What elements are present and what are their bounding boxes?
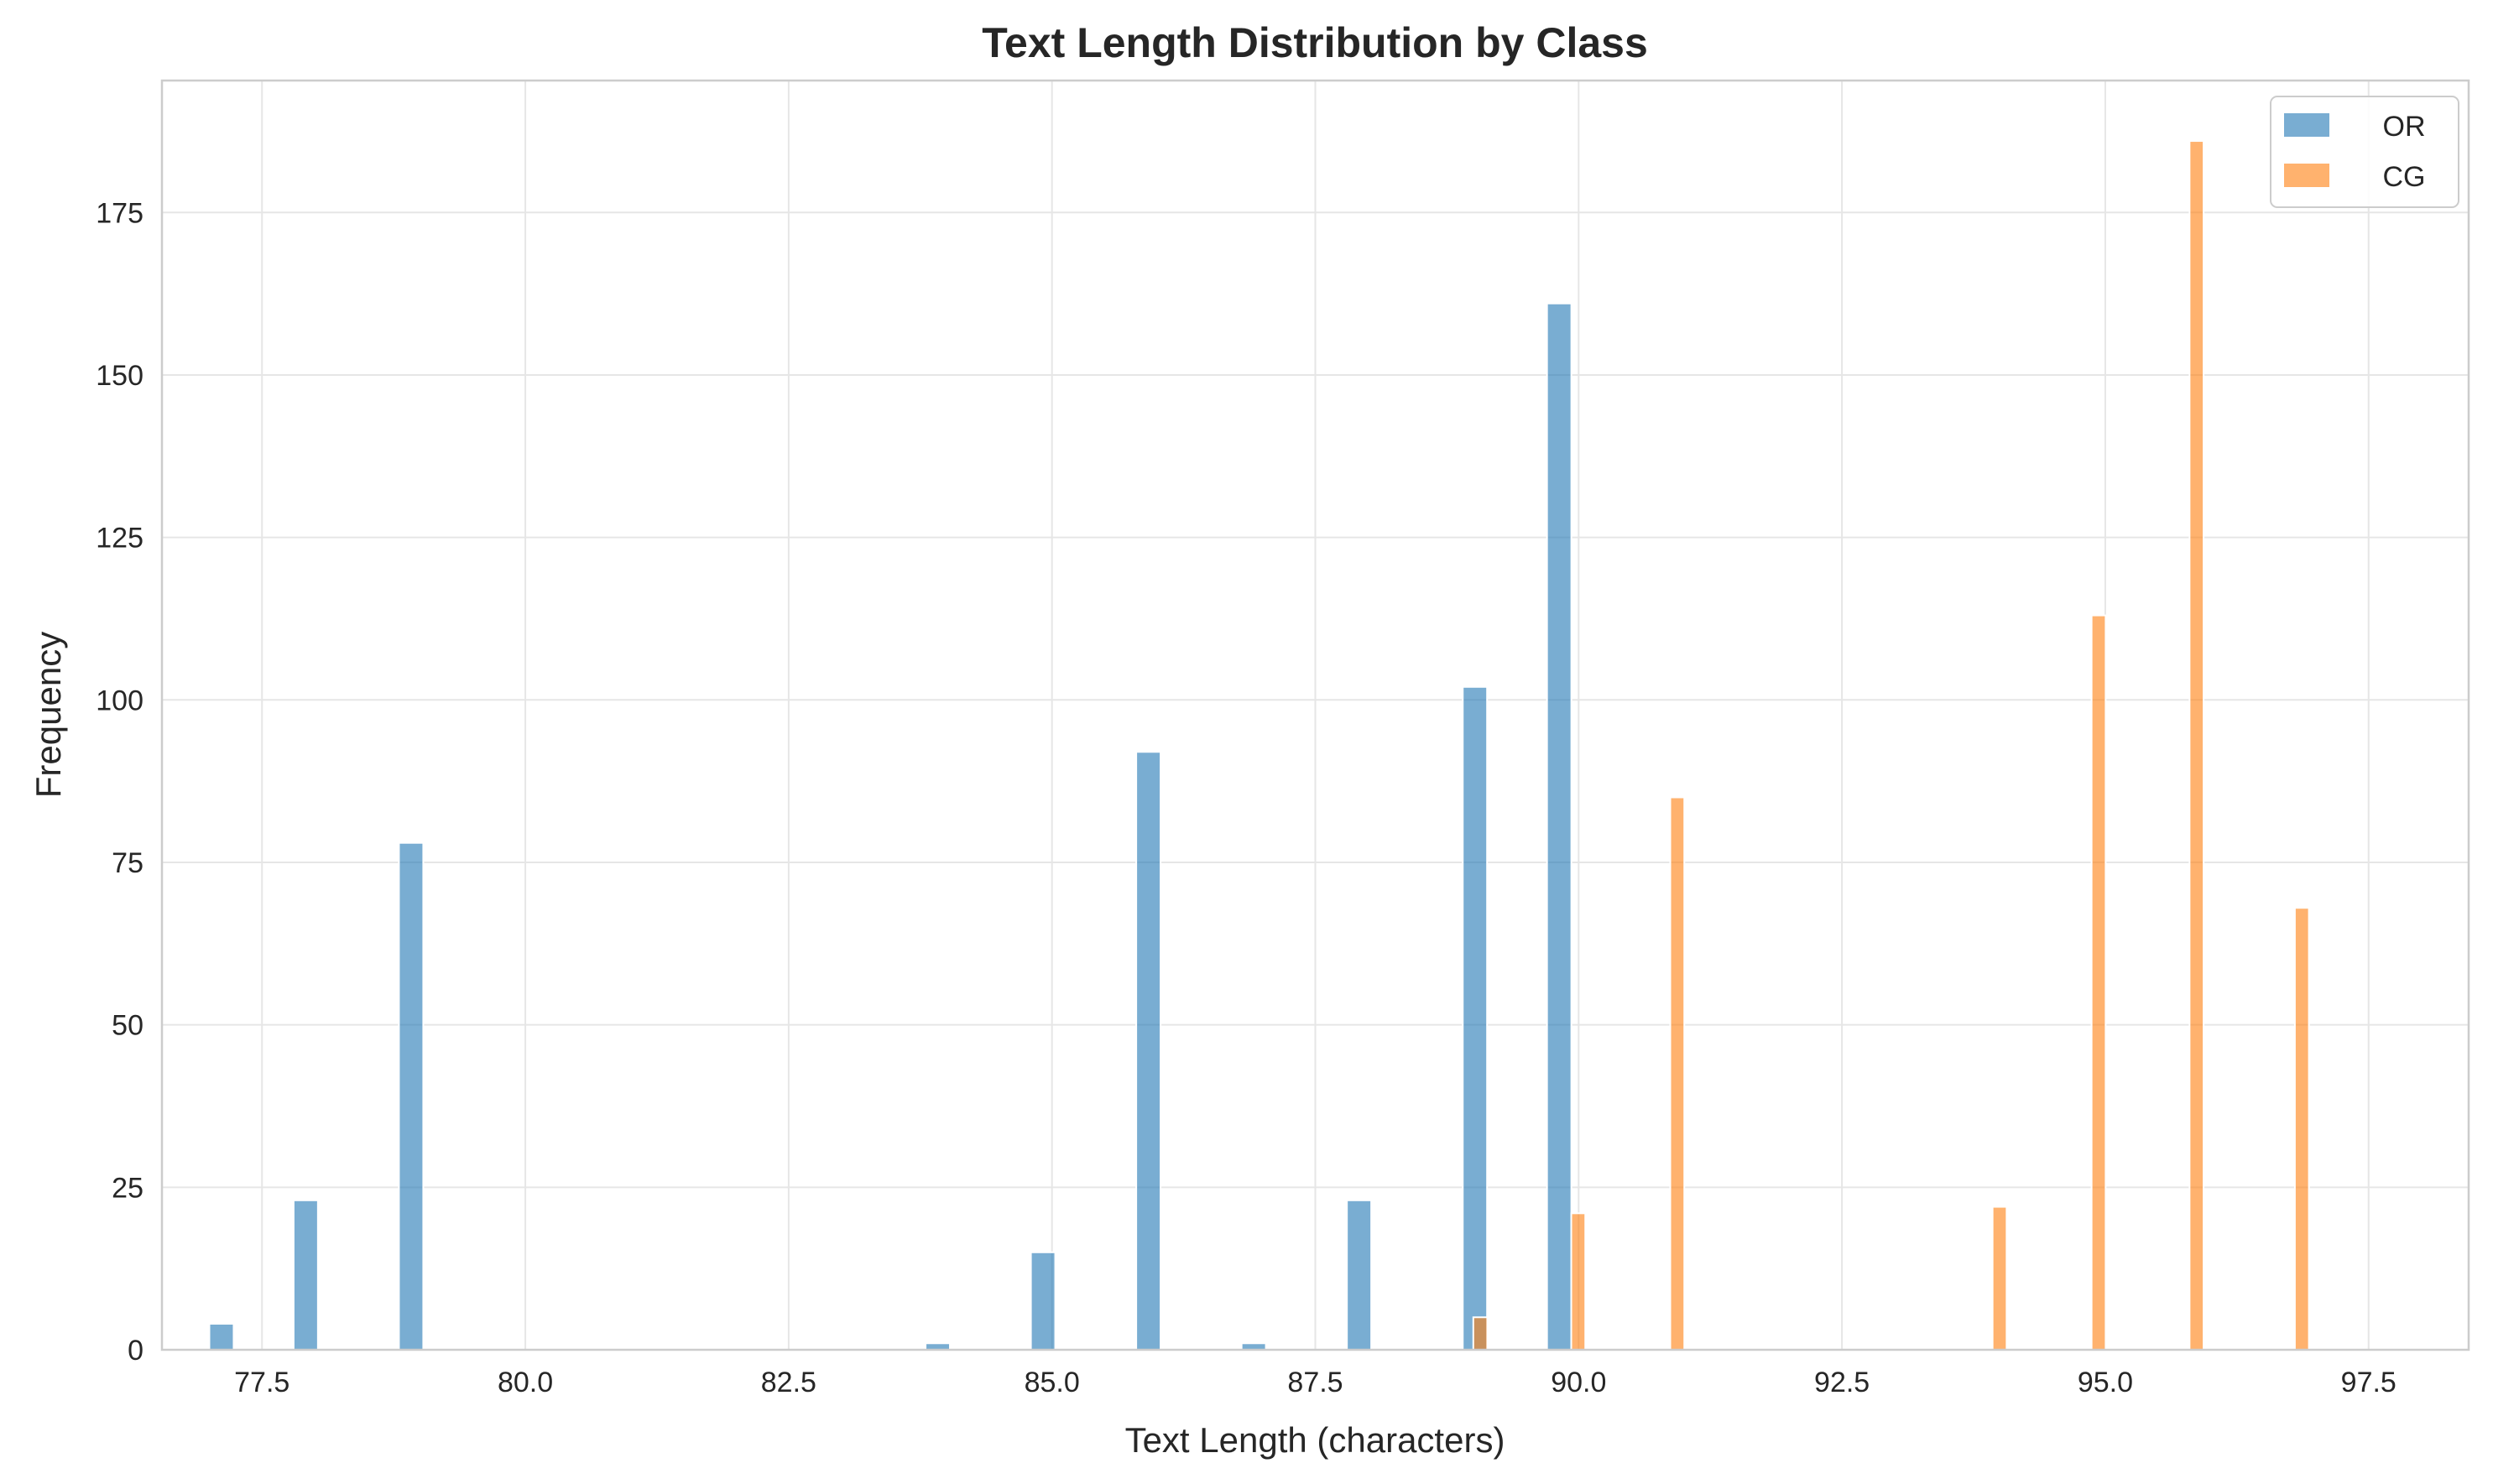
chart-title: Text Length Distribution by Class <box>982 19 1648 66</box>
legend-label-or: OR <box>2383 111 2426 143</box>
bar-or <box>1546 302 1572 1351</box>
legend-box <box>2270 96 2459 208</box>
x-tick-label: 95.0 <box>2078 1367 2133 1398</box>
x-tick-label: 82.5 <box>761 1367 816 1398</box>
y-tick-label: 100 <box>96 685 143 716</box>
bar-cg <box>1472 1316 1489 1351</box>
tick-labels: 77.5 80.0 82.5 85.0 87.5 90.0 92.5 95.0 97.5 0 25 5… <box>96 197 2397 1398</box>
bar-or <box>1030 1251 1056 1351</box>
bar-cg <box>2188 140 2205 1351</box>
x-tick-label: 87.5 <box>1287 1367 1343 1398</box>
bar-cg <box>1669 796 1686 1351</box>
series-cg <box>1472 140 2310 1351</box>
bars <box>208 140 2310 1351</box>
legend-swatch-or <box>2284 113 2329 137</box>
y-tick-label: 25 <box>112 1172 143 1204</box>
legend: OR CG <box>2270 96 2459 208</box>
bar-or <box>208 1323 235 1351</box>
y-tick-label: 0 <box>128 1335 143 1367</box>
bar-cg <box>1991 1205 2008 1351</box>
x-tick-label: 92.5 <box>1814 1367 1870 1398</box>
y-tick-label: 50 <box>112 1010 143 1042</box>
bar-cg <box>2090 614 2107 1351</box>
bar-or <box>1346 1199 1373 1351</box>
x-tick-label: 90.0 <box>1551 1367 1606 1398</box>
y-tick-label: 75 <box>112 847 143 879</box>
bar-or <box>1135 751 1162 1351</box>
plot-frame <box>160 79 2470 1351</box>
x-tick-label: 85.0 <box>1025 1367 1080 1398</box>
bar-cg <box>2293 907 2310 1351</box>
bar-or <box>292 1199 319 1351</box>
legend-swatch-cg <box>2284 164 2329 187</box>
y-tick-label: 175 <box>96 197 143 229</box>
x-axis-label: Text Length (characters) <box>1125 1420 1505 1460</box>
x-tick-label: 97.5 <box>2341 1367 2397 1398</box>
x-tick-label: 77.5 <box>234 1367 289 1398</box>
y-tick-label: 150 <box>96 360 143 392</box>
bar-or <box>1462 685 1489 1351</box>
x-tick-label: 80.0 <box>498 1367 553 1398</box>
series-or <box>208 302 1572 1351</box>
grid-lines <box>162 81 2469 1351</box>
bar-or <box>398 841 425 1351</box>
y-axis-label: Frequency <box>29 632 68 798</box>
bar-cg <box>1570 1212 1587 1351</box>
legend-label-cg: CG <box>2383 161 2426 193</box>
y-tick-label: 125 <box>96 523 143 555</box>
